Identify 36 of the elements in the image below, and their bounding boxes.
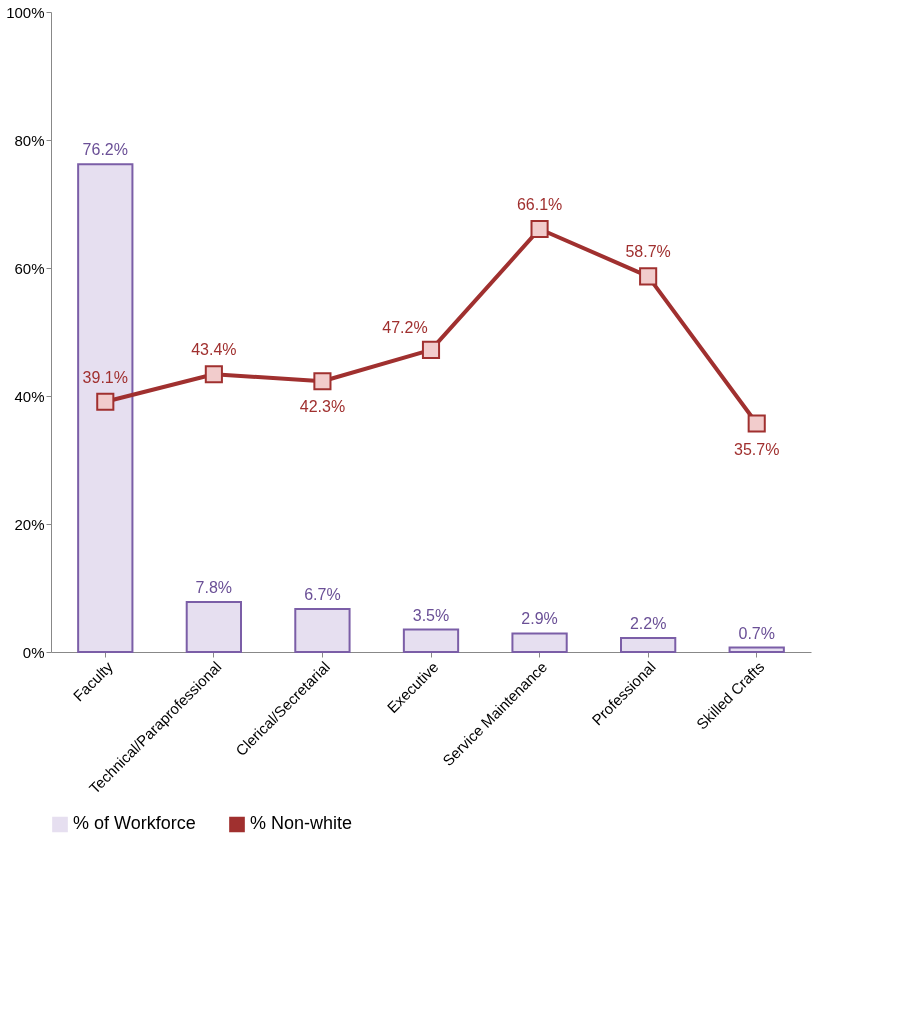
- data-label: 7.8%: [195, 579, 233, 597]
- point: [747, 414, 766, 433]
- bar: [728, 646, 785, 653]
- bar: [77, 163, 134, 653]
- data-label: 35.7%: [734, 440, 780, 458]
- data-label: 47.2%: [382, 318, 428, 336]
- y-tick-label: 40%: [14, 387, 45, 405]
- bar: [185, 601, 242, 653]
- point: [204, 365, 223, 384]
- data-label: 42.3%: [299, 398, 346, 416]
- y-tick-label: 60%: [14, 259, 45, 277]
- y-tick-label: 0%: [22, 643, 45, 661]
- y-tick-label: 20%: [14, 515, 45, 533]
- point: [313, 372, 332, 391]
- data-label: 66.1%: [516, 195, 563, 213]
- data-label: 2.9%: [521, 610, 558, 628]
- point: [639, 267, 658, 286]
- data-label: 0.7%: [738, 624, 775, 642]
- y-tick-label: 80%: [14, 131, 45, 149]
- bar: [402, 628, 460, 653]
- data-label: 43.4%: [191, 341, 237, 359]
- data-label: 39.1%: [82, 368, 128, 386]
- bar: [620, 636, 677, 653]
- point: [421, 340, 441, 359]
- point: [530, 219, 549, 239]
- data-label: 2.2%: [629, 614, 667, 632]
- bar: [294, 608, 351, 653]
- data-label: 6.7%: [304, 586, 341, 604]
- y-tick-label: 100%: [6, 3, 45, 21]
- data-label: 76.2%: [82, 141, 128, 159]
- legend-label: % Non-white: [250, 813, 353, 834]
- data-label: 58.7%: [625, 243, 671, 261]
- bar: [511, 632, 568, 653]
- legend-label: % of Workforce: [73, 813, 196, 834]
- data-label: 3.5%: [412, 606, 450, 624]
- point: [96, 392, 115, 411]
